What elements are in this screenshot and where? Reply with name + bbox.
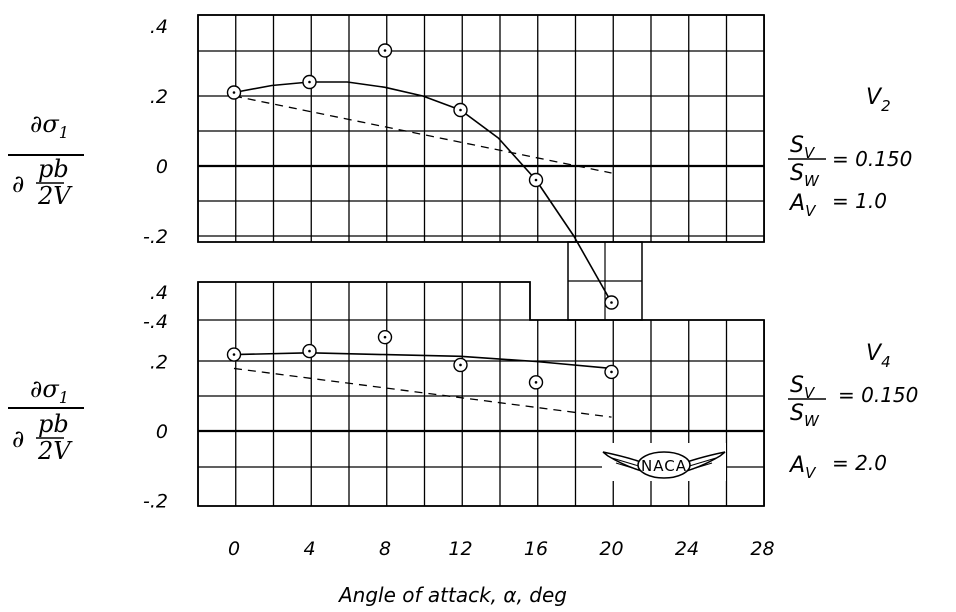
naca-logo: NACA xyxy=(602,443,726,481)
top-ylabel-den-top: pb xyxy=(38,155,69,183)
top-aspect-value: = 1.0 xyxy=(832,189,887,213)
top-grid-border xyxy=(197,14,765,243)
bottom-aspect-label: AV xyxy=(788,453,817,482)
top-panel-curves xyxy=(233,81,613,303)
y-tick-label: -.2 xyxy=(143,226,168,248)
top-y-axis-label: ∂σ1 ∂ pb 2V xyxy=(8,110,84,210)
x-tick-label: 16 xyxy=(524,538,548,560)
bottom-panel-grid xyxy=(197,281,765,507)
x-tick-label: 20 xyxy=(599,538,623,560)
bottom-ylabel-numerator: ∂σ1 xyxy=(30,375,69,407)
top-aspect-label: AV xyxy=(788,191,817,220)
bottom-ratio-numerator: SV xyxy=(790,373,816,402)
bottom-aspect-value: = 2.0 xyxy=(832,451,887,475)
top-config-legend: V2 SV SW = 0.150 AV = 1.0 xyxy=(788,85,912,220)
top-ylabel-denominator-partial: ∂ xyxy=(12,170,24,198)
overlap-tick-label: -.4 xyxy=(143,311,168,333)
bottom-grid-border xyxy=(197,281,765,507)
dashed-reference-line xyxy=(233,95,612,174)
top-panel-points xyxy=(226,43,619,310)
bottom-ratio-value: = 0.150 xyxy=(838,383,918,407)
top-panel-grid xyxy=(197,14,765,321)
data-point xyxy=(528,375,544,390)
bottom-ylabel-den-bot: 2V xyxy=(37,437,73,465)
fairing-curve xyxy=(233,352,612,370)
x-tick-label: 8 xyxy=(379,538,391,560)
y-tick-label: -.2 xyxy=(143,491,168,513)
y-tick-label: 0 xyxy=(156,156,168,178)
naca-logo-text: NACA xyxy=(641,457,687,475)
bottom-y-axis-label: ∂σ1 ∂ pb 2V xyxy=(8,375,84,465)
top-ratio-denominator: SW xyxy=(790,161,820,190)
x-tick-label: 0 xyxy=(228,538,240,560)
data-point xyxy=(377,329,393,345)
fairing-curve xyxy=(233,81,613,303)
top-config-name: V2 xyxy=(866,85,891,115)
bottom-panel-plot: .4 .2 0 -.2 xyxy=(143,281,765,513)
dashed-reference-line xyxy=(233,367,612,418)
top-ratio-value: = 0.150 xyxy=(832,147,912,171)
bottom-panel-points xyxy=(226,329,619,390)
bottom-ylabel-denominator-partial: ∂ xyxy=(12,425,24,453)
x-tick-label: 4 xyxy=(303,538,315,560)
x-tick-label: 24 xyxy=(675,538,699,560)
y-tick-label: .2 xyxy=(150,86,168,108)
top-ylabel-den-bot: 2V xyxy=(37,182,73,210)
x-axis-title: Angle of attack, α, deg xyxy=(337,583,567,607)
data-point xyxy=(226,85,242,100)
data-point xyxy=(302,74,317,90)
bottom-panel-curves xyxy=(233,352,612,418)
data-point xyxy=(377,43,393,58)
data-point xyxy=(604,364,619,380)
data-point xyxy=(453,102,468,118)
bottom-ratio-denominator: SW xyxy=(790,401,820,430)
x-axis-ticks: 0 4 8 12 16 20 24 28 xyxy=(228,538,775,560)
bottom-ylabel-den-top: pb xyxy=(38,410,69,438)
data-point xyxy=(302,343,317,359)
y-tick-label: .4 xyxy=(150,16,168,38)
data-point xyxy=(528,172,544,188)
data-point xyxy=(453,357,468,373)
data-point xyxy=(226,347,242,362)
top-panel-plot: .4 .2 0 -.2 xyxy=(143,14,765,321)
bottom-config-legend: V4 SV SW = 0.150 AV = 2.0 xyxy=(788,341,918,482)
x-tick-label: 12 xyxy=(448,538,472,560)
top-panel-y-ticks: .4 .2 0 -.2 xyxy=(143,16,168,248)
top-ylabel-numerator: ∂σ1 xyxy=(30,110,69,142)
y-tick-label: 0 xyxy=(156,421,168,443)
bottom-config-name: V4 xyxy=(866,341,891,371)
bottom-panel-y-ticks: .4 .2 0 -.2 xyxy=(143,282,168,513)
x-tick-label: 28 xyxy=(750,538,774,560)
y-tick-label: .4 xyxy=(150,282,168,304)
top-ratio-numerator: SV xyxy=(790,133,816,162)
data-point xyxy=(604,295,619,310)
y-tick-label: .2 xyxy=(150,352,168,374)
